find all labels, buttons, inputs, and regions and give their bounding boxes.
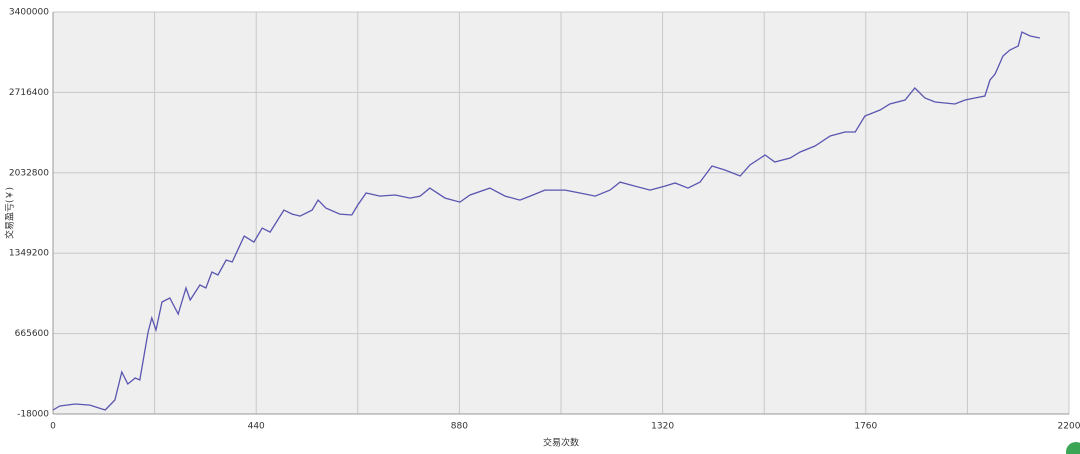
x-axis-label: 交易次数 bbox=[543, 437, 579, 449]
x-tick-label: 1320 bbox=[651, 422, 674, 432]
y-tick-label: 3400000 bbox=[9, 8, 49, 18]
x-tick-label: 2200 bbox=[1058, 422, 1080, 432]
x-tick-label: 880 bbox=[451, 422, 468, 432]
y-tick-label: -18000 bbox=[17, 410, 49, 420]
y-tick-label: 2032800 bbox=[9, 168, 49, 178]
y-tick-label: 1349200 bbox=[9, 249, 49, 259]
data-line bbox=[52, 31, 1041, 411]
corner-icon bbox=[1066, 442, 1080, 454]
x-tick-label: 0 bbox=[50, 422, 56, 432]
x-tick-label: 440 bbox=[248, 422, 265, 432]
y-tick-label: 2716400 bbox=[9, 88, 49, 98]
x-tick-label: 1760 bbox=[854, 422, 877, 432]
y-tick-label: 665600 bbox=[15, 329, 50, 339]
y-axis-label: 交易盈亏(￥) bbox=[4, 187, 16, 239]
